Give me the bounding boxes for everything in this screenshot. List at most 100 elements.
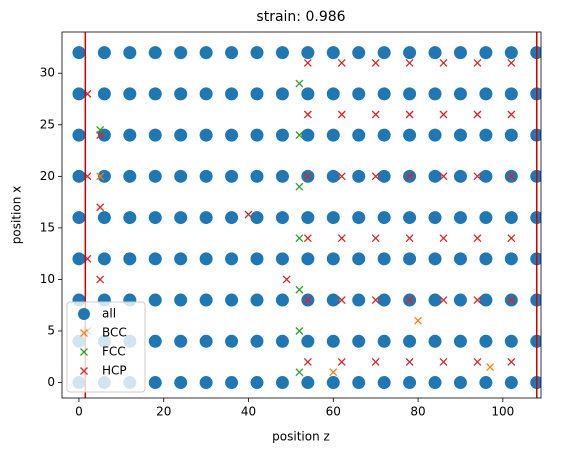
- point: [377, 211, 391, 225]
- point: [97, 252, 111, 266]
- point: [97, 87, 111, 101]
- point: [123, 46, 137, 60]
- point: [275, 211, 289, 225]
- point: [96, 203, 105, 212]
- point: [530, 128, 541, 142]
- point: [377, 46, 391, 60]
- point: [530, 46, 541, 60]
- point: [371, 296, 380, 305]
- point: [225, 293, 239, 307]
- point: [337, 172, 346, 181]
- point: [428, 128, 442, 142]
- point: [275, 169, 289, 183]
- legend-marker: [80, 329, 88, 337]
- point: [199, 211, 213, 225]
- point: [123, 87, 137, 101]
- point: [174, 128, 188, 142]
- point: [250, 211, 264, 225]
- point: [439, 58, 448, 67]
- y-axis-label: position x: [10, 186, 24, 244]
- point: [352, 46, 366, 60]
- point: [403, 211, 417, 225]
- point: [352, 376, 366, 390]
- point: [96, 131, 105, 140]
- point: [123, 211, 137, 225]
- point: [295, 131, 304, 140]
- point: [453, 376, 467, 390]
- point: [303, 357, 312, 366]
- point: [174, 87, 188, 101]
- point: [371, 172, 380, 181]
- point: [504, 376, 518, 390]
- point: [225, 211, 239, 225]
- point: [507, 58, 516, 67]
- point: [439, 357, 448, 366]
- point: [97, 211, 111, 225]
- legend-marker: [78, 308, 90, 320]
- point: [405, 296, 414, 305]
- point: [453, 87, 467, 101]
- point: [377, 169, 391, 183]
- legend-label: all: [102, 307, 116, 321]
- point: [504, 334, 518, 348]
- point: [403, 376, 417, 390]
- point: [371, 234, 380, 243]
- point: [453, 169, 467, 183]
- point: [352, 87, 366, 101]
- point: [72, 169, 86, 183]
- point: [199, 293, 213, 307]
- point: [301, 252, 315, 266]
- point: [403, 128, 417, 142]
- x-tick-label: 40: [241, 405, 256, 419]
- point: [377, 293, 391, 307]
- point: [428, 252, 442, 266]
- point: [225, 87, 239, 101]
- x-tick-label: 100: [491, 405, 514, 419]
- point: [405, 234, 414, 243]
- point: [295, 234, 304, 243]
- point: [123, 252, 137, 266]
- point: [275, 128, 289, 142]
- point: [377, 252, 391, 266]
- point: [530, 211, 541, 225]
- point: [473, 172, 482, 181]
- point: [72, 46, 86, 60]
- point: [250, 252, 264, 266]
- point: [507, 234, 516, 243]
- point: [250, 169, 264, 183]
- point: [97, 169, 111, 183]
- point: [275, 376, 289, 390]
- point: [72, 252, 86, 266]
- point: [352, 252, 366, 266]
- x-tick-label: 80: [410, 405, 425, 419]
- point: [199, 334, 213, 348]
- point: [479, 46, 493, 60]
- y-tick-label: 10: [40, 272, 55, 286]
- point: [326, 87, 340, 101]
- point: [504, 87, 518, 101]
- point: [225, 334, 239, 348]
- legend-marker: [80, 348, 88, 356]
- point: [439, 296, 448, 305]
- point: [199, 252, 213, 266]
- point: [352, 211, 366, 225]
- point: [453, 211, 467, 225]
- point: [352, 293, 366, 307]
- point: [507, 110, 516, 119]
- point: [275, 87, 289, 101]
- point: [295, 327, 304, 335]
- point: [530, 169, 541, 183]
- point: [301, 128, 315, 142]
- point: [97, 46, 111, 60]
- point: [303, 234, 312, 243]
- point: [96, 172, 105, 181]
- point: [337, 110, 346, 119]
- point: [377, 334, 391, 348]
- point: [199, 87, 213, 101]
- point: [225, 169, 239, 183]
- point: [530, 334, 541, 348]
- point: [174, 376, 188, 390]
- point: [199, 128, 213, 142]
- point: [377, 128, 391, 142]
